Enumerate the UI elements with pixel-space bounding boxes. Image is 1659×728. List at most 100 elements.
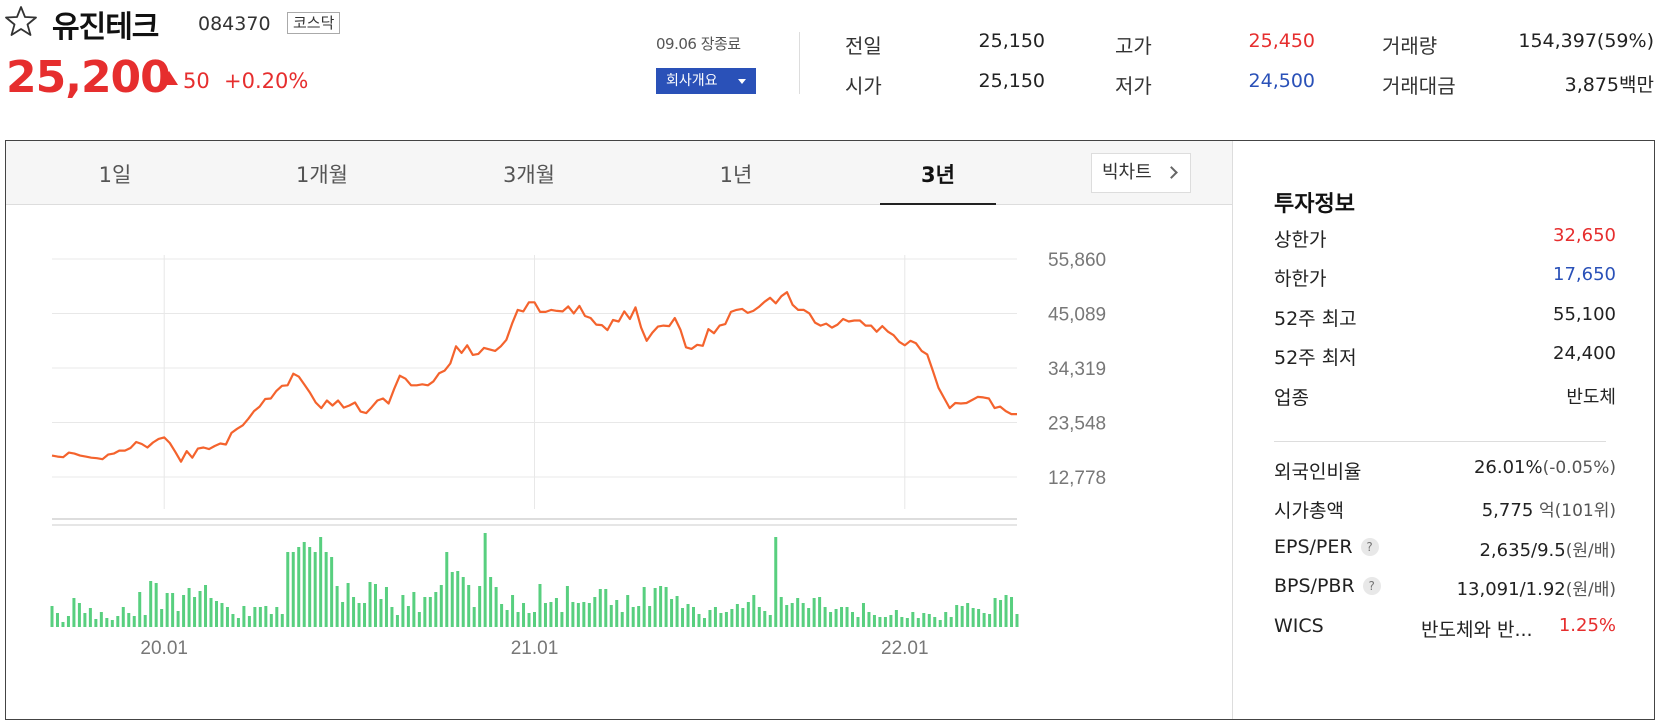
volume-bar — [659, 586, 663, 627]
volume-bar — [143, 615, 147, 627]
volume-bar — [494, 587, 498, 627]
volume-bar — [220, 603, 224, 627]
volume-bar — [916, 618, 920, 627]
volume-bar — [160, 609, 164, 627]
market-cap-value: 5,775 억(101위) — [1482, 496, 1616, 521]
volume-bar — [845, 607, 849, 627]
eps-per-value: 2,635/9.5(원/배) — [1479, 536, 1616, 561]
market-badge: 코스닥 — [287, 12, 341, 34]
volume-bar — [785, 605, 789, 627]
help-icon[interactable]: ? — [1362, 577, 1381, 595]
volume-bar — [500, 604, 504, 627]
volume-bar — [900, 617, 904, 627]
stock-name: 유진테크 — [52, 10, 159, 45]
volume-bar — [472, 607, 476, 627]
volume-bar — [428, 597, 432, 627]
volume-bar — [66, 616, 70, 627]
company-overview-button[interactable]: 회사개요 — [656, 68, 756, 94]
volume-bar — [363, 603, 367, 627]
volume-bar — [872, 615, 876, 627]
volume-bar — [840, 607, 844, 627]
volume-bar — [533, 612, 536, 627]
x-axis-labels: 20.01 21.01 22.01 — [140, 638, 928, 659]
open-value: 25,150 — [978, 70, 1045, 92]
volume-bar — [116, 616, 120, 627]
volume-bar — [582, 602, 586, 627]
high-label: 고가 — [1115, 34, 1152, 58]
volume-bar — [341, 602, 345, 627]
eps-per-text: EPS/PER — [1274, 536, 1353, 558]
high-value: 25,450 — [1248, 30, 1315, 52]
tab-3year[interactable]: 3년 — [921, 163, 955, 187]
volume-bar — [225, 607, 229, 627]
help-icon[interactable]: ? — [1360, 538, 1379, 556]
volume-bar — [132, 616, 136, 627]
price-change: 50 — [183, 69, 210, 93]
eps-per-number: 2,635/9.5 — [1479, 540, 1566, 561]
volume-bar — [883, 617, 887, 627]
volume-bar — [423, 597, 427, 627]
info-divider — [1274, 441, 1606, 442]
volume-bar — [730, 609, 734, 627]
volume-bar — [818, 597, 822, 627]
low-value: 24,500 — [1248, 70, 1315, 92]
volume-bar — [77, 603, 81, 627]
big-chart-label: 빅차트 — [1102, 162, 1152, 183]
volume-bar — [335, 586, 339, 627]
volume-bar — [944, 612, 948, 627]
tab-3month[interactable]: 3개월 — [502, 163, 555, 187]
volume-bar — [478, 586, 482, 627]
volume-bar — [357, 603, 361, 627]
big-chart-button[interactable]: 빅차트 — [1091, 153, 1191, 193]
volume-bar — [790, 603, 794, 627]
volume-bar — [746, 602, 750, 627]
trade-amount-label: 거래대금 — [1382, 74, 1456, 98]
bps-pbr-value: 13,091/1.92(원/배) — [1457, 575, 1616, 600]
volume-bar — [927, 614, 931, 627]
volume-bar — [110, 620, 114, 627]
volume-bar — [187, 588, 191, 627]
volume-bar — [330, 557, 334, 627]
wics-sector-name[interactable]: 반도체와 반... — [1421, 619, 1533, 641]
bps-pbr-text: BPS/PBR — [1274, 575, 1355, 597]
company-overview-label: 회사개요 — [666, 73, 718, 89]
volume-bar — [176, 611, 180, 627]
price-chart: 55,860 45,089 34,319 23,548 12,778 20.01 21.0… — [50, 250, 1106, 659]
volume-bar — [867, 612, 871, 627]
volume-bar — [445, 552, 449, 627]
volume-bar — [511, 595, 515, 627]
volume-bar — [713, 607, 717, 627]
volume-bar — [735, 604, 739, 627]
volume-bar — [105, 618, 109, 627]
low-label: 저가 — [1115, 74, 1152, 98]
volume-bar — [302, 542, 306, 627]
volume-bar — [308, 547, 312, 627]
volume-bar — [154, 583, 158, 627]
volume-bar — [993, 598, 997, 627]
market-cap-rank: (101위) — [1554, 501, 1616, 521]
low-52w-label: 52주 최저 — [1274, 347, 1357, 369]
favorite-star-icon[interactable] — [4, 4, 38, 38]
volume-bar — [209, 598, 213, 627]
volume-bar — [571, 602, 575, 627]
volume-bar — [242, 606, 246, 627]
stock-code: 084370 — [198, 13, 271, 35]
volume-bar — [681, 608, 685, 627]
tab-1year[interactable]: 1년 — [719, 163, 753, 187]
volume-bar — [593, 597, 597, 627]
volume-bar — [182, 595, 186, 627]
y-axis-labels: 55,860 45,089 34,319 23,548 12,778 — [1048, 250, 1106, 489]
volume-bar — [538, 584, 542, 627]
volume-bar — [960, 606, 964, 627]
up-arrow-icon — [160, 71, 178, 85]
bps-pbr-unit: (원/배) — [1565, 580, 1616, 600]
volume-bar — [686, 604, 690, 627]
sector-value[interactable]: 반도체 — [1566, 387, 1616, 408]
tab-1day[interactable]: 1일 — [98, 163, 132, 187]
y-tick-label: 45,089 — [1048, 305, 1106, 326]
volume-bar — [165, 593, 169, 627]
sector-label: 업종 — [1274, 387, 1309, 409]
volume-bar — [253, 607, 257, 627]
tab-1month[interactable]: 1개월 — [295, 163, 348, 187]
volume-bar — [757, 607, 761, 627]
